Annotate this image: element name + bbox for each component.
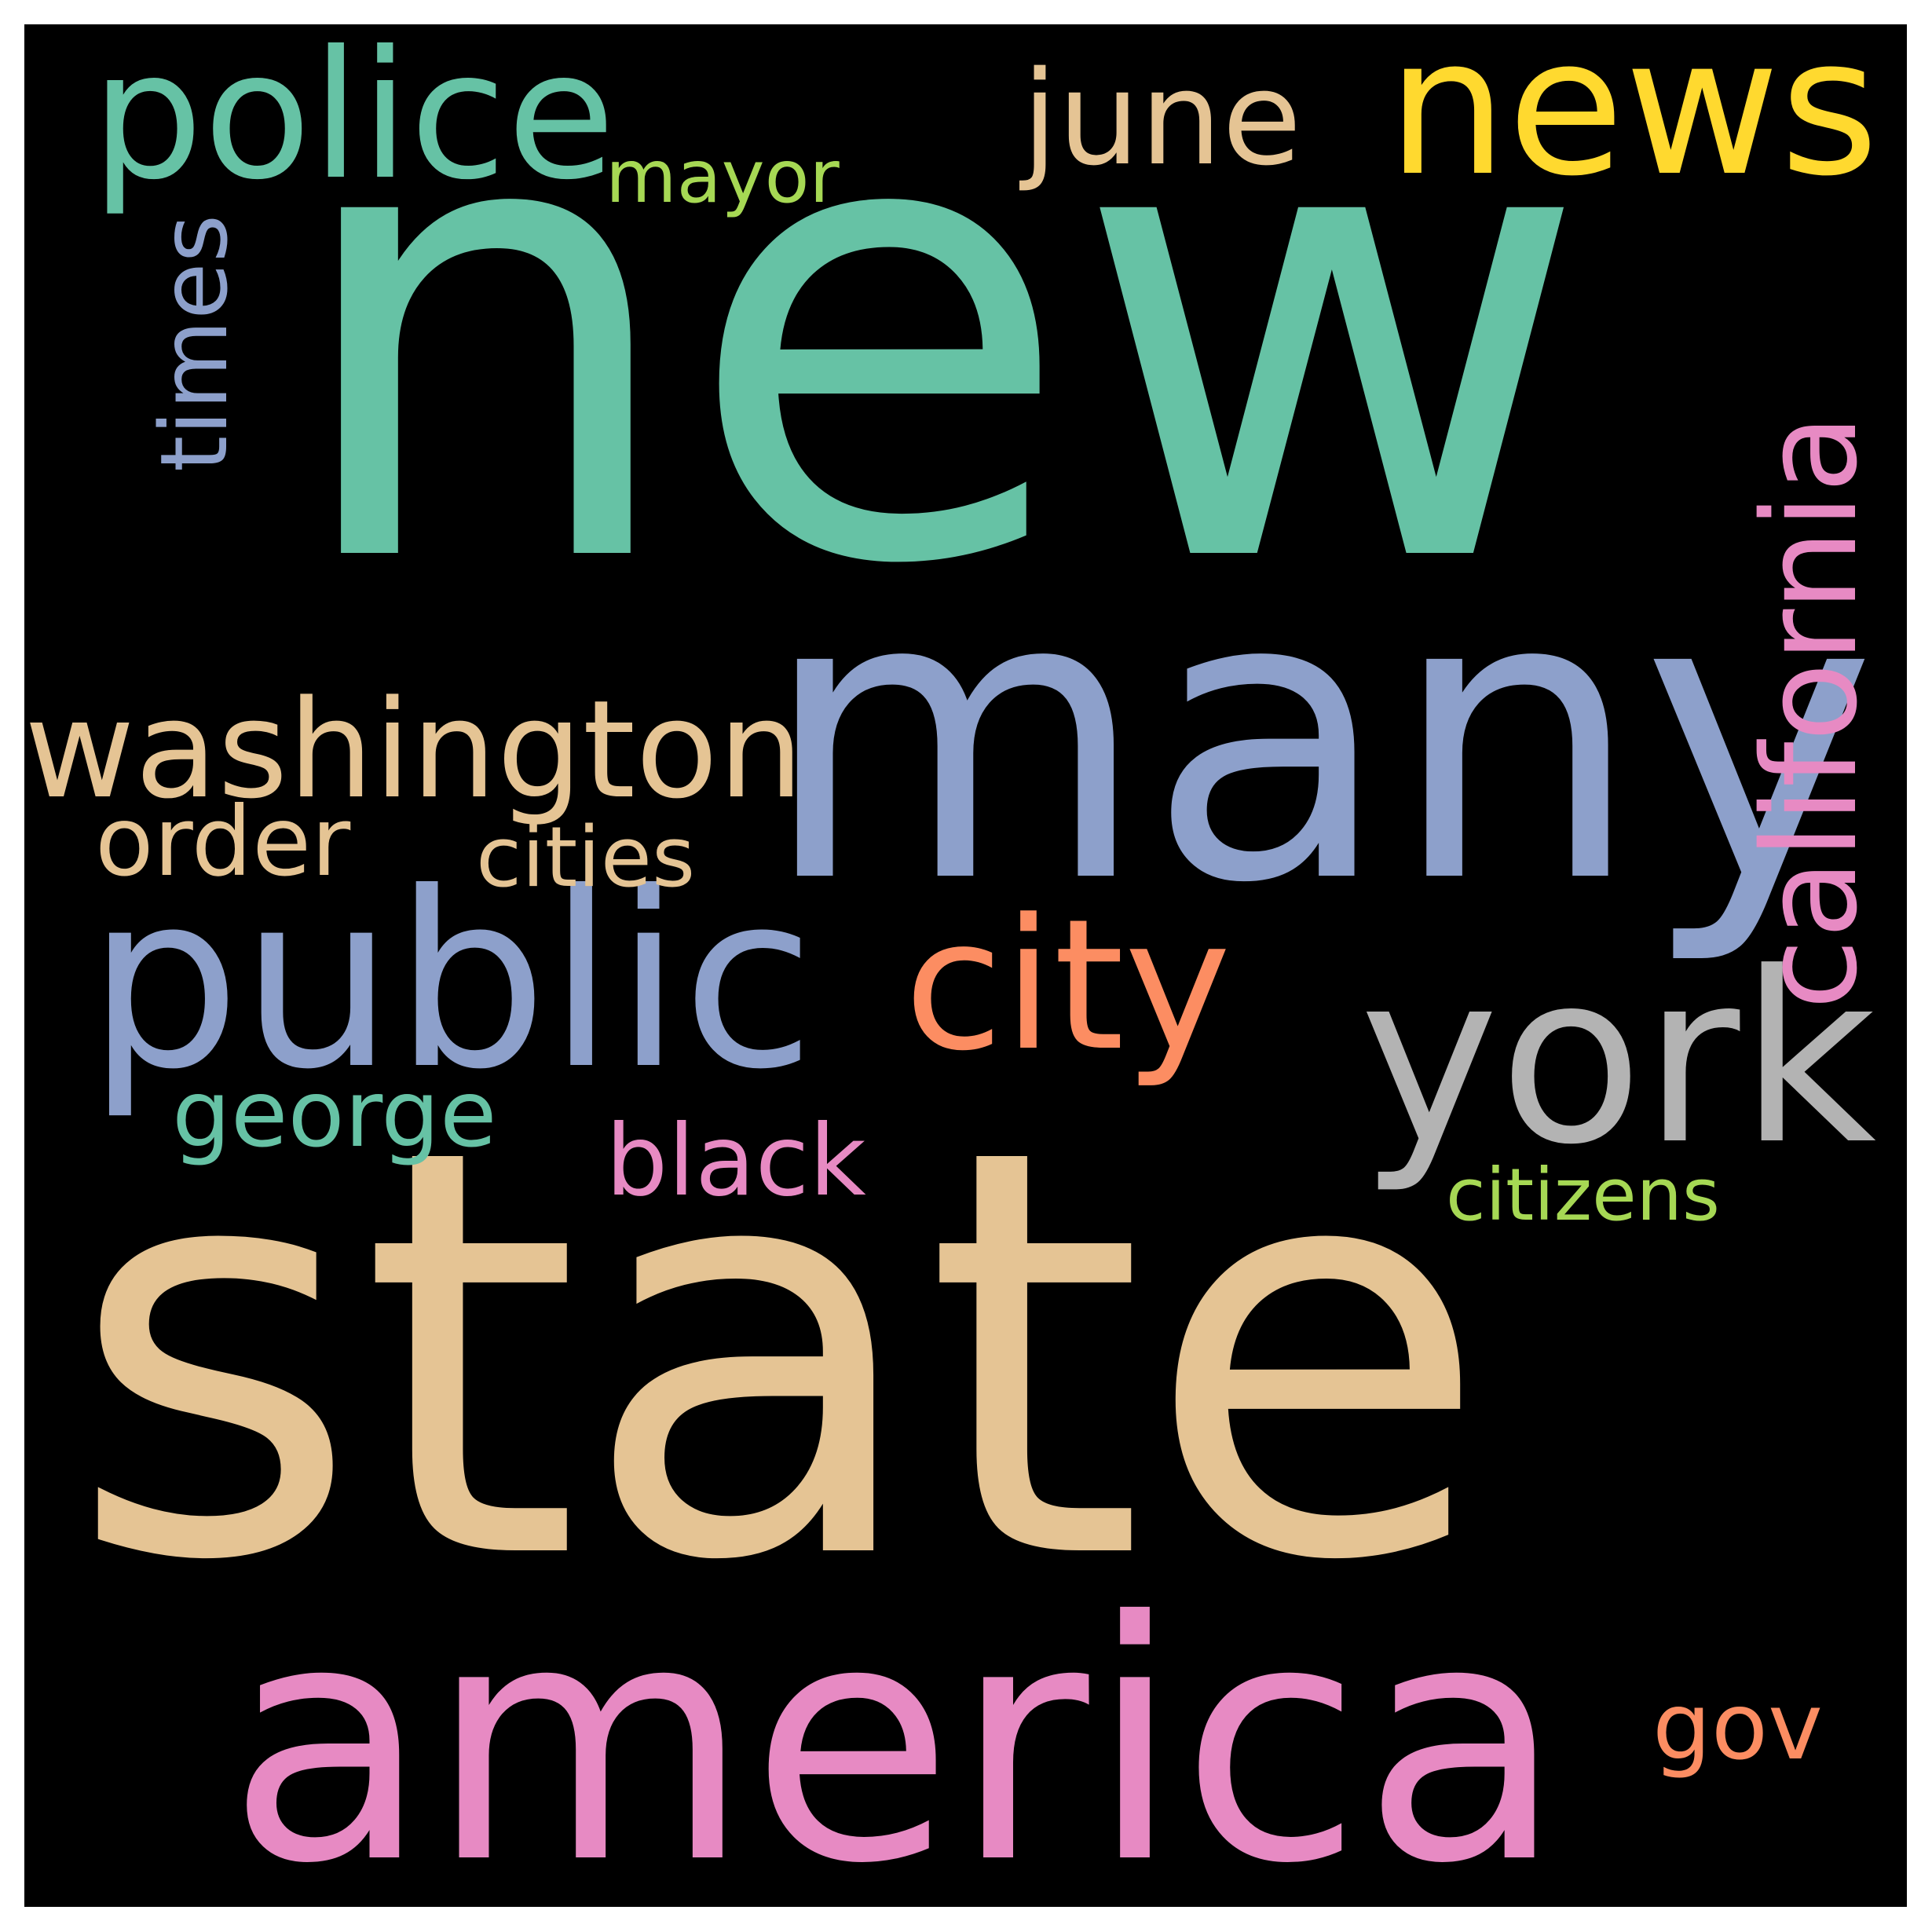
word-mayor: mayor — [606, 134, 840, 219]
word-america: america — [227, 1552, 1564, 1908]
word-public: public — [87, 840, 815, 1122]
word-gov: gov — [1652, 1672, 1823, 1780]
word-city: city — [904, 881, 1231, 1091]
word-york: york — [1359, 922, 1877, 1196]
word-police: police — [91, 24, 616, 219]
word-many: many — [761, 508, 1877, 970]
word-california: california — [1735, 413, 1886, 1010]
word-cities: cities — [476, 809, 696, 906]
word-june: june — [1022, 43, 1302, 194]
word-citizens: citizens — [1446, 1153, 1720, 1237]
word-washington: washington — [24, 671, 804, 829]
word-george: george — [172, 1059, 497, 1168]
word-order: order — [95, 786, 351, 898]
word-cloud-canvas: new state many america public york city … — [24, 24, 1907, 1907]
word-new: new — [284, 24, 1590, 702]
word-times: times — [140, 214, 248, 472]
word-black: black — [606, 1104, 866, 1218]
word-state: state — [68, 1029, 1491, 1683]
word-news: news — [1387, 24, 1879, 218]
